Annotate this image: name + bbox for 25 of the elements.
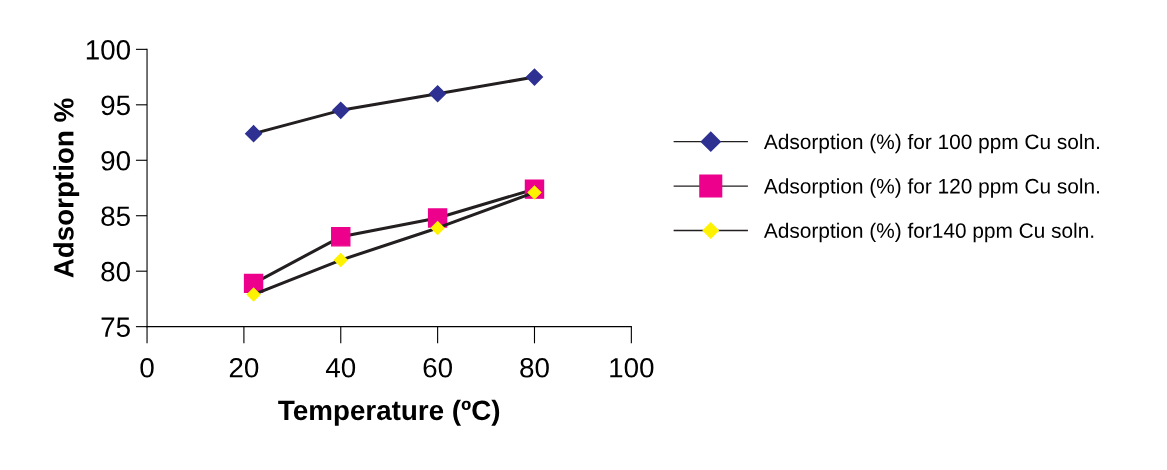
- point: [430, 220, 445, 235]
- y-tick-label: 90: [101, 150, 130, 171]
- x-tick-label: 80: [520, 357, 549, 378]
- x-tick-label: 100: [610, 357, 654, 378]
- y-tick-label: 85: [101, 206, 130, 227]
- x-tick-label: 40: [325, 357, 356, 378]
- y-axis-title: Adsorption %: [53, 98, 80, 278]
- legend-label: Adsorption (%) for 100 ppm Cu soln.: [763, 133, 1099, 154]
- y-tick-label: 75: [101, 317, 130, 337]
- x-axis-title: Temperature (ºC): [278, 399, 500, 426]
- legend-label: Adsorption (%) for140 ppm Cu soln.: [763, 222, 1094, 243]
- point: [246, 287, 261, 302]
- x-tick-label: 20: [229, 357, 259, 378]
- point: [525, 68, 544, 86]
- x-tick-label: 60: [423, 357, 452, 378]
- point: [331, 227, 351, 247]
- y-tick-label: 95: [101, 95, 130, 116]
- x-tick-label: 0: [140, 357, 154, 378]
- point: [333, 253, 348, 268]
- y-tick-label: 80: [101, 261, 130, 282]
- point: [429, 85, 447, 103]
- point: [332, 101, 350, 119]
- y-tick-label: 100: [86, 40, 130, 60]
- point: [245, 125, 263, 143]
- legend-label: Adsorption (%) for 120 ppm Cu soln.: [763, 178, 1099, 198]
